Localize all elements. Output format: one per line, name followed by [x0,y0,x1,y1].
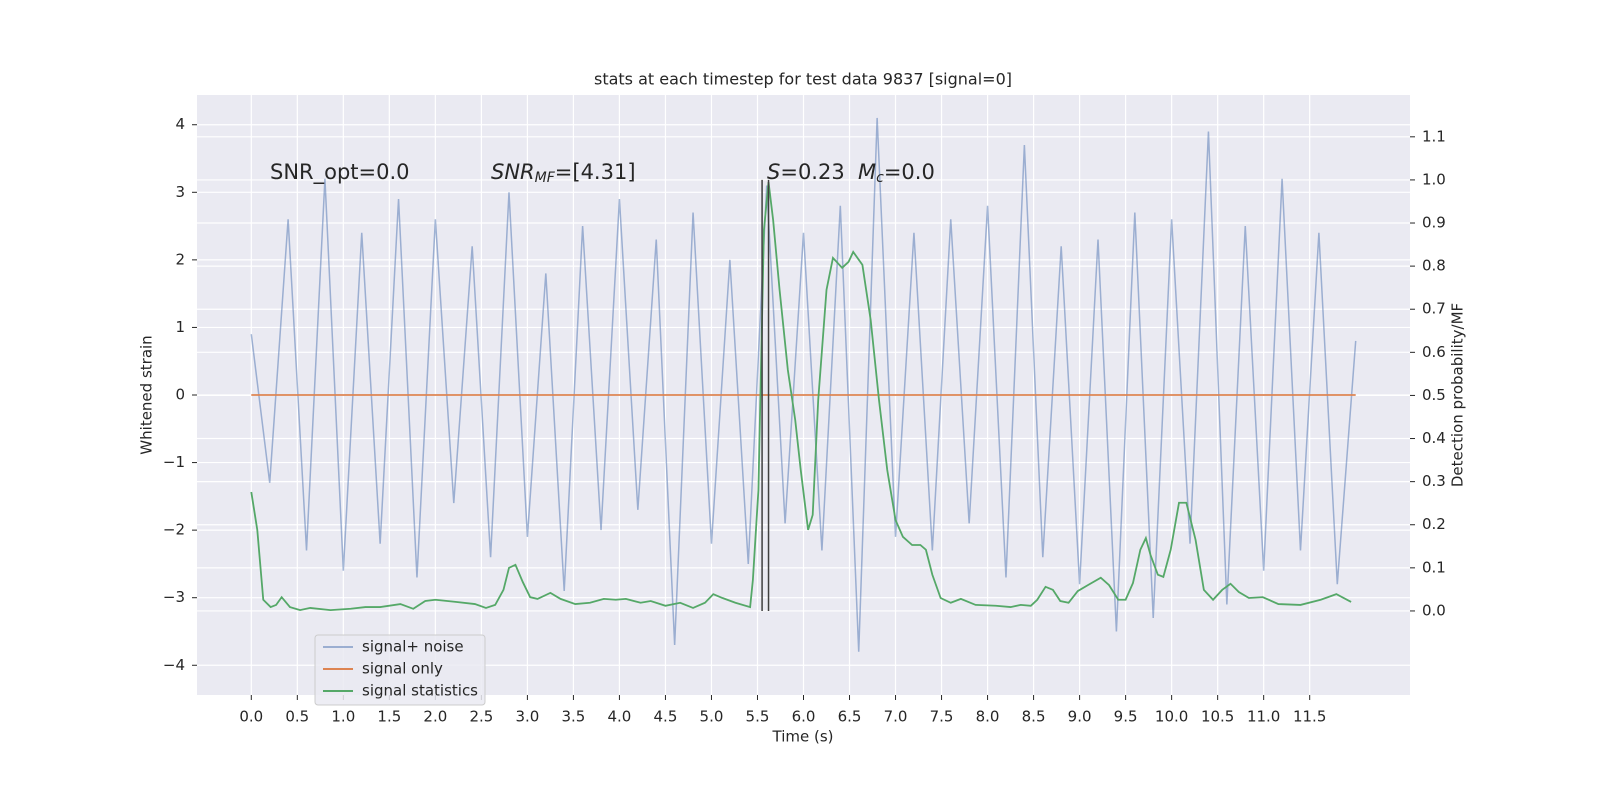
x-tick-label: 7.0 [884,708,908,726]
x-tick-label: 2.5 [469,708,493,726]
y2-tick-label: 0.4 [1422,429,1446,447]
y-tick-label: 2 [175,250,185,268]
y-tick-label: −4 [163,656,185,674]
y2-tick-label: 0.3 [1422,472,1446,490]
chart-title: stats at each timestep for test data 983… [594,70,1012,89]
y-tick-label: −2 [163,521,185,539]
y2-tick-label: 0.1 [1422,558,1446,576]
annotation: SNR_opt=0.0 [270,160,410,185]
y2-tick-label: 0.8 [1422,257,1446,275]
y-tick-label: −1 [163,453,185,471]
y2-tick-label: 0.2 [1422,515,1446,533]
y2-tick-label: 0.6 [1422,343,1446,361]
legend-label: signal statistics [362,682,478,700]
y-axis-label: Whitened strain [138,335,156,454]
legend-box [314,634,486,706]
y2-tick-label: 1.1 [1422,127,1446,145]
y2-tick-label: 0.9 [1422,214,1446,232]
x-tick-label: 0.5 [285,708,309,726]
x-tick-label: 8.0 [976,708,1000,726]
x-tick-label: 9.0 [1068,708,1092,726]
annotation-part: MF [535,170,556,186]
x-tick-label: 5.0 [700,708,724,726]
annotation-part: SNR [491,160,535,184]
x-tick-label: 3.5 [561,708,585,726]
y2-tick-label: 1.0 [1422,170,1446,188]
x-tick-label: 11.0 [1247,708,1280,726]
annotation-part: S [767,160,780,184]
x-tick-label: 1.0 [331,708,355,726]
series-line [250,181,1352,612]
x-tick-label: 7.5 [930,708,954,726]
x-tick-label: 9.5 [1114,708,1138,726]
x-tick-label: 6.5 [838,708,862,726]
y-tick-label: 1 [175,318,185,336]
x-tick-label: 4.0 [608,708,632,726]
y2-tick-label: 0.7 [1422,300,1446,318]
x-tick-label: 10.5 [1201,708,1234,726]
y-tick-label: 4 [175,115,185,133]
annotation-part: c [876,170,884,186]
x-tick-label: 6.0 [792,708,816,726]
annotation-part: SNR_opt=0.0 [270,160,410,185]
annotation-part: =[4.31] [555,160,636,184]
y2-tick-label: 0.0 [1422,601,1446,619]
x-tick-label: 1.5 [377,708,401,726]
annotation-part: M [858,160,876,184]
y2-axis-label: Detection probability/MF [1449,303,1467,487]
x-tick-label: 8.5 [1022,708,1046,726]
annotation: Mc=0.0 [858,160,935,186]
y2-tick-label: 0.5 [1422,386,1446,404]
x-tick-label: 11.5 [1293,708,1326,726]
y-tick-label: −3 [163,588,185,606]
legend-label: signal only [362,660,443,678]
y-tick-label: 0 [175,386,185,404]
annotation: S=0.23 [767,160,845,184]
annotation: SNRMF=[4.31] [491,160,636,186]
x-axis-label: Time (s) [772,728,834,746]
annotation-part: =0.23 [780,160,844,184]
series-line [250,117,1357,652]
x-tick-label: 10.0 [1155,708,1188,726]
x-tick-label: 5.5 [746,708,770,726]
x-tick-label: 3.0 [515,708,539,726]
annotation-part: =0.0 [884,160,935,184]
legend-label: signal+ noise [362,638,464,656]
y-tick-label: 3 [175,183,185,201]
x-tick-label: 4.5 [654,708,678,726]
x-tick-label: 0.0 [239,708,263,726]
x-tick-label: 2.0 [423,708,447,726]
